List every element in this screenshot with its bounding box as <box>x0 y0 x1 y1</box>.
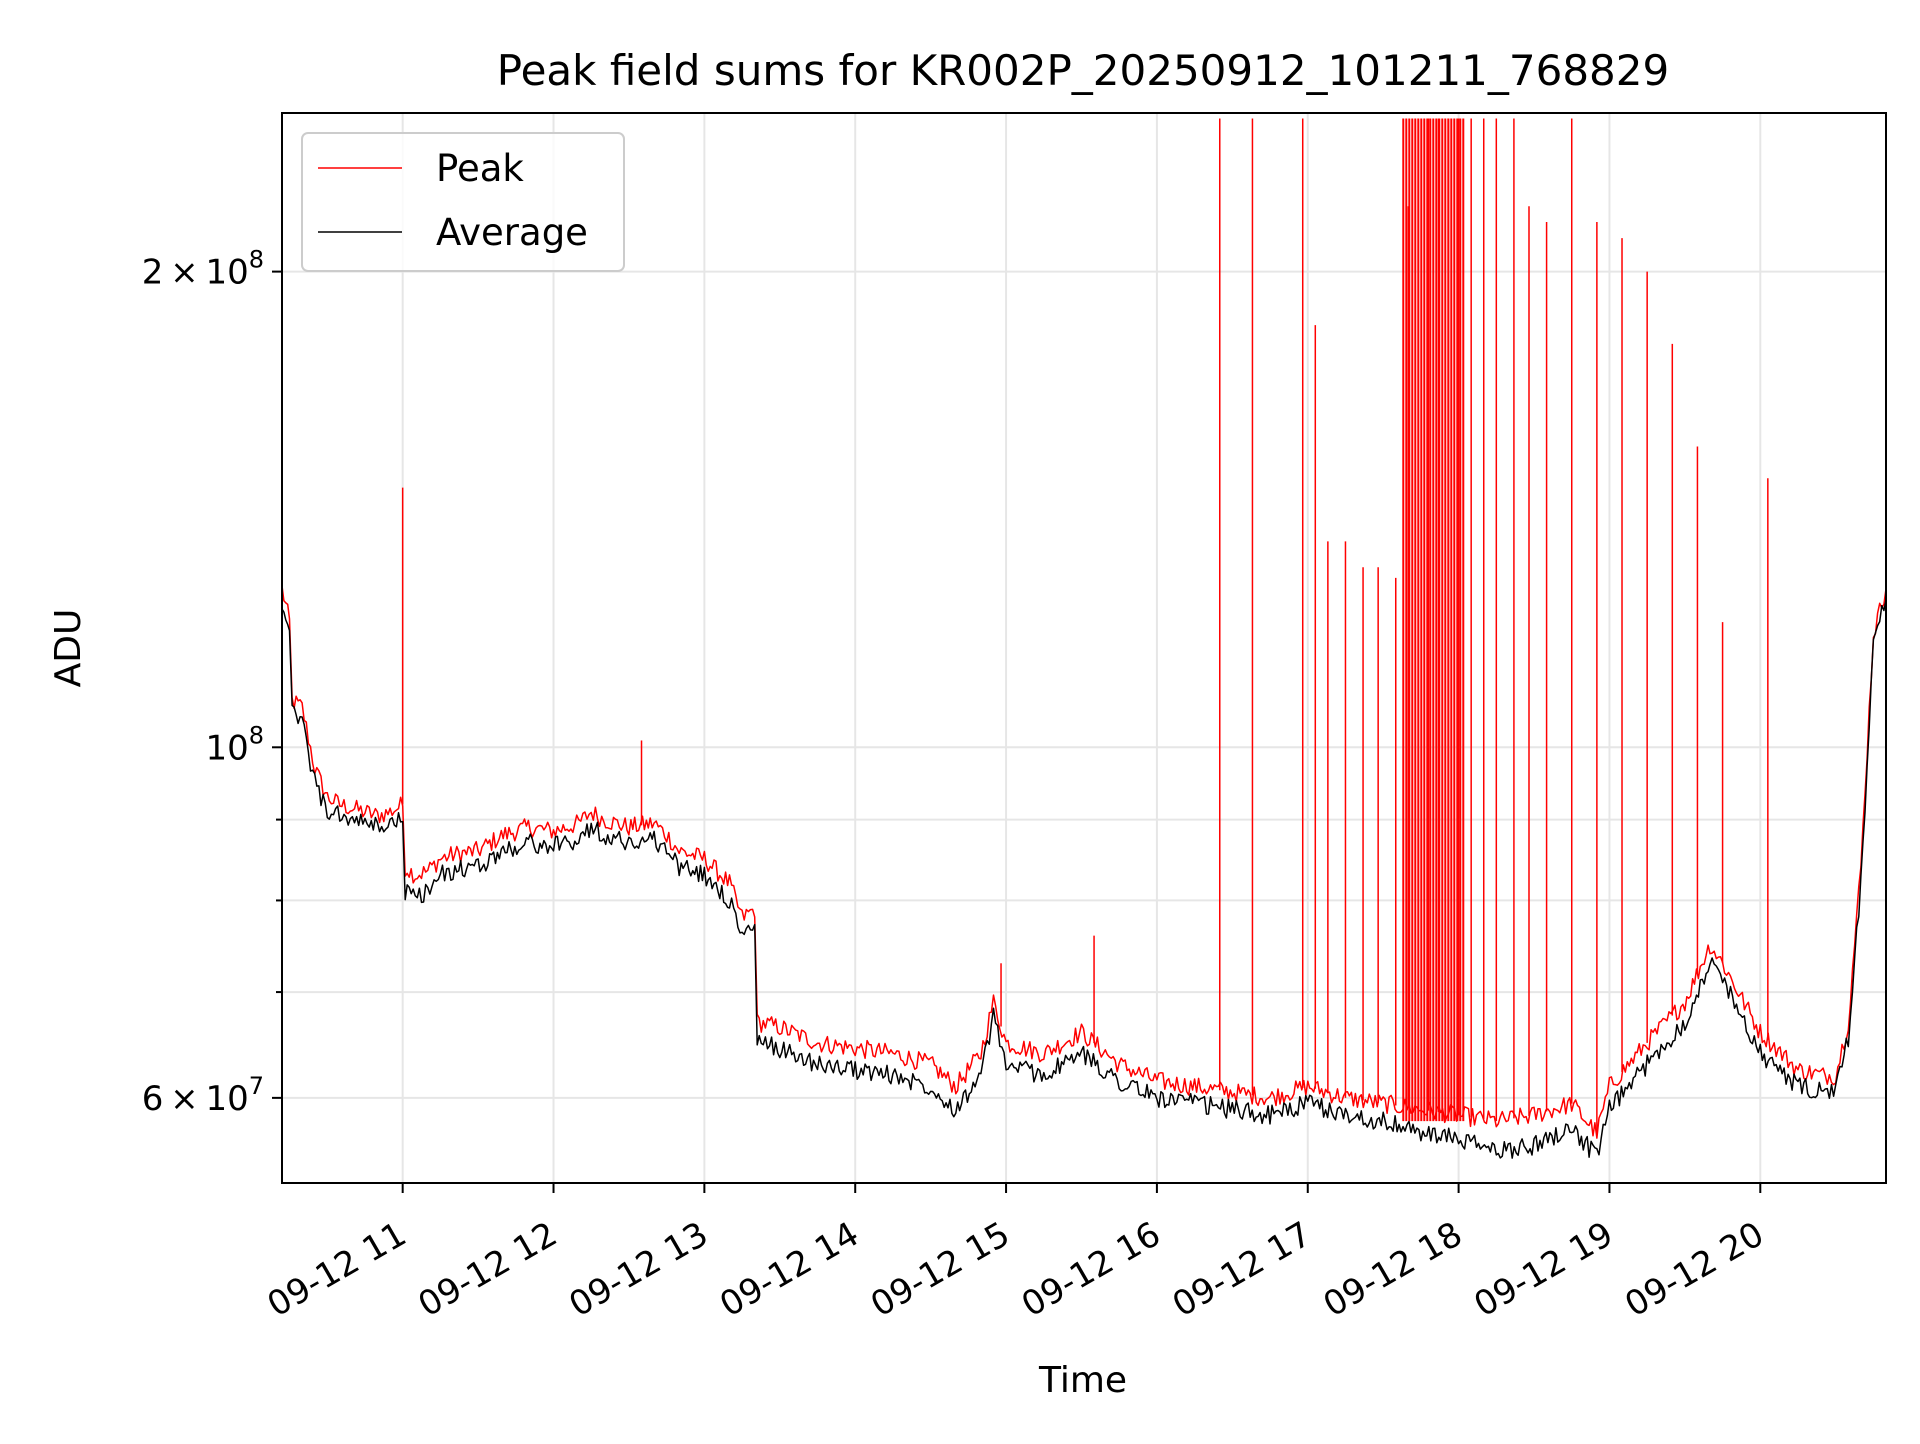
plot-frame <box>281 112 1887 1184</box>
legend-label-peak: Peak <box>436 147 524 190</box>
legend: Peak Average <box>301 132 625 272</box>
series-line-average <box>282 599 1886 1159</box>
legend-label-average: Average <box>436 211 588 254</box>
y-tick-label: 6 × 107 <box>142 1072 264 1119</box>
chart-title: Peak field sums for KR002P_20250912_1012… <box>497 46 1669 95</box>
series-line-peak <box>282 585 1886 1139</box>
y-tick-label: 2 × 108 <box>142 246 264 293</box>
x-axis-label: Time <box>1038 1360 1127 1401</box>
grid-layer <box>282 113 1886 1183</box>
series-layer <box>282 118 1886 1159</box>
y-axis-label: ADU <box>48 609 89 688</box>
